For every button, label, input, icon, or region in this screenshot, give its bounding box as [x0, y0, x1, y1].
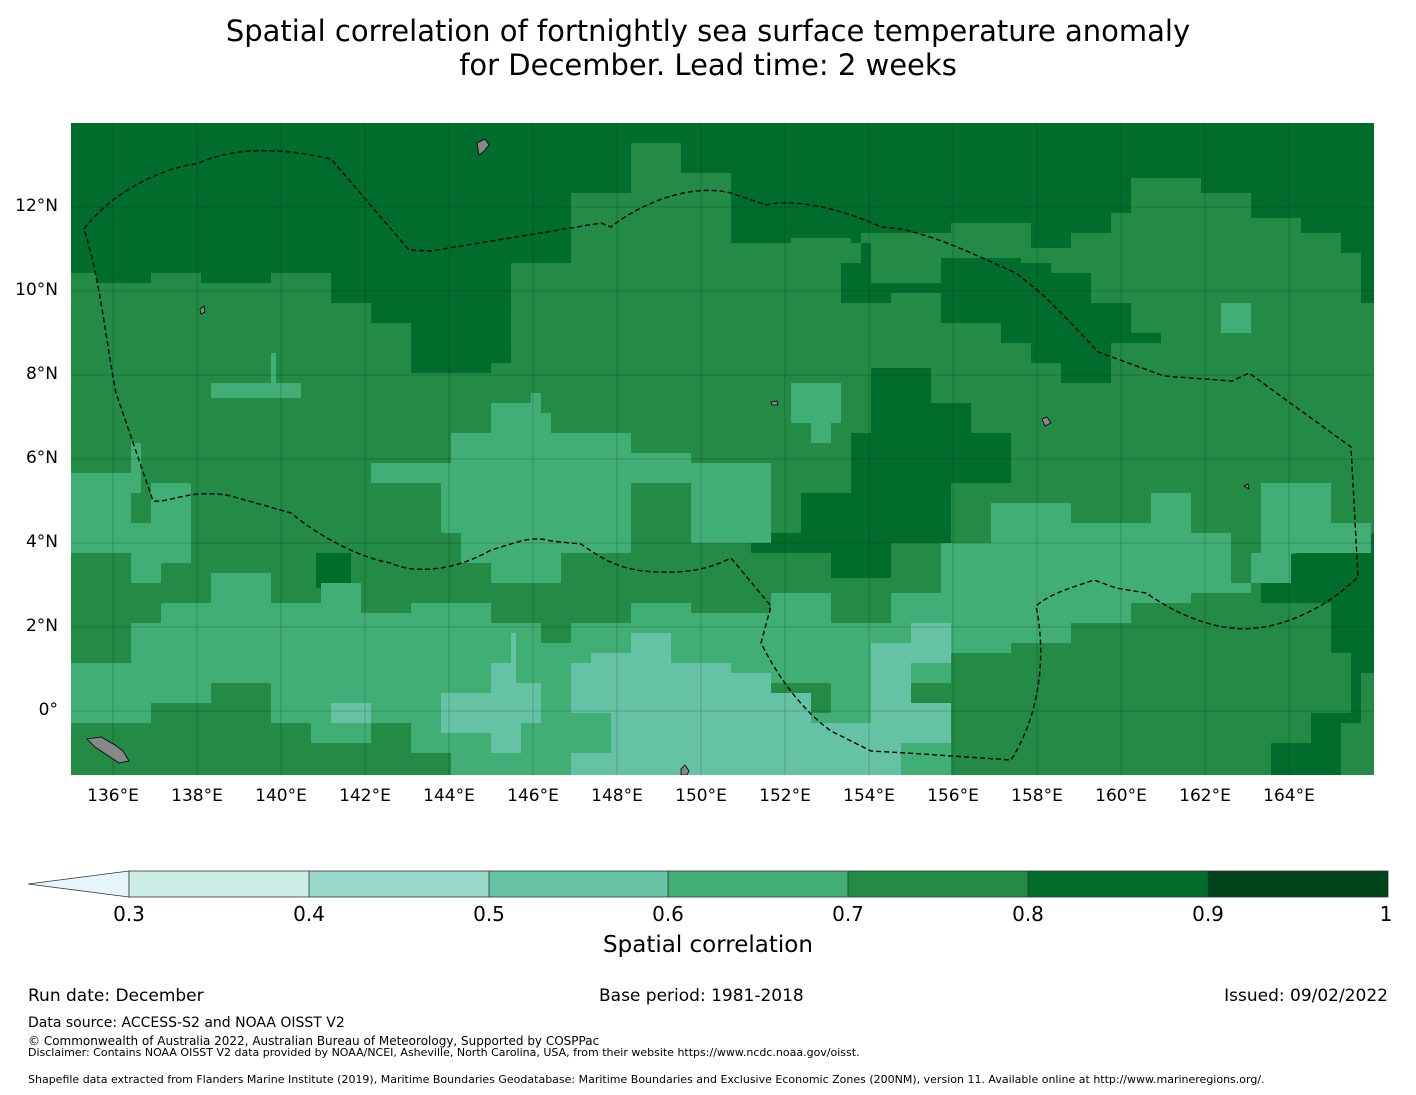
colorbar-tick-0.7: 0.7: [832, 902, 864, 926]
lon-tick-160e: 160°E: [1095, 786, 1147, 806]
lat-tick-12n: 12°N: [15, 196, 58, 216]
colorbar-tick-0.3: 0.3: [113, 902, 145, 926]
lat-tick-10n: 10°N: [15, 280, 58, 300]
region-0.8-0.9-north: [71, 123, 1374, 383]
lon-tick-162e: 162°E: [1179, 786, 1231, 806]
colorbar-segment-0.7-0.8: [848, 871, 1028, 897]
lon-tick-144e: 144°E: [423, 786, 475, 806]
colorbar-tick-1: 1: [1379, 902, 1393, 926]
lon-tick-146e: 146°E: [507, 786, 559, 806]
pohnpei-island: [1041, 416, 1052, 427]
region-0.8-0.9-small: [316, 553, 351, 588]
colorbar-extend-arrow: [28, 870, 130, 898]
lat-tick-8n: 8°N: [25, 364, 58, 384]
correlation-map: [71, 123, 1374, 775]
land-masses: [86, 138, 1250, 775]
region-0.6-0.7-ne: [1221, 303, 1251, 333]
colorbar-segment-0.5-0.6: [489, 871, 668, 897]
colorbar-tick-0.8: 0.8: [1012, 902, 1044, 926]
disclaimer: Disclaimer: Contains NOAA OISST V2 data …: [28, 1046, 860, 1059]
lon-tick-142e: 142°E: [339, 786, 391, 806]
new-ireland-coast: [680, 764, 690, 775]
title-line-2: for December. Lead time: 2 weeks: [459, 48, 957, 82]
yap-island: [199, 305, 206, 315]
copyright: © Commonwealth of Australia 2022, Austra…: [28, 1034, 600, 1048]
lon-tick-152e: 152°E: [759, 786, 811, 806]
region-0.5-0.6-central: [571, 633, 851, 775]
data-source: Data source: ACCESS-S2 and NOAA OISST V2: [28, 1015, 345, 1031]
colorbar-segment-0.4-0.5: [309, 871, 489, 897]
chart-title: Spatial correlation of fortnightly sea s…: [0, 14, 1416, 82]
region-0.5-0.6-patch: [331, 703, 371, 723]
colorbar-segment-0.9-1: [1208, 871, 1388, 897]
region-0.5-0.6-east: [851, 623, 951, 775]
lon-tick-154e: 154°E: [843, 786, 895, 806]
issued-date: Issued: 09/02/2022: [1224, 986, 1388, 1006]
colorbar-segment-0.6-0.7: [668, 871, 848, 897]
region-0.6-0.7-east: [771, 483, 1371, 775]
colorbar-tick-0.9: 0.9: [1192, 902, 1224, 926]
eez-boundaries: [83, 150, 1359, 761]
lat-tick-2n: 2°N: [25, 616, 58, 636]
base-period: Base period: 1981-2018: [599, 986, 804, 1006]
lon-tick-158e: 158°E: [1011, 786, 1063, 806]
region-0.8-0.9-central: [751, 368, 1011, 578]
region-0.6-0.7-west: [71, 443, 191, 583]
lon-tick-150e: 150°E: [675, 786, 727, 806]
lon-tick-138e: 138°E: [171, 786, 223, 806]
title-line-1: Spatial correlation of fortnightly sea s…: [225, 14, 1191, 48]
lon-tick-156e: 156°E: [927, 786, 979, 806]
region-0.6-0.7-nw: [211, 353, 301, 398]
map-canvas: [71, 123, 1374, 775]
lat-tick-0: 0°: [38, 700, 58, 720]
colorbar-segment-0.8-0.9: [1028, 871, 1208, 897]
kosrae-island: [1243, 483, 1250, 490]
colorbar-outline: [128, 870, 1389, 898]
lat-tick-4n: 4°N: [25, 532, 58, 552]
lat-tick-6n: 6°N: [25, 448, 58, 468]
lon-tick-140e: 140°E: [255, 786, 307, 806]
lon-tick-136e: 136°E: [87, 786, 139, 806]
run-date: Run date: December: [28, 986, 204, 1006]
guam-island: [476, 138, 490, 156]
lon-tick-164e: 164°E: [1263, 786, 1315, 806]
colorbar-label: Spatial correlation: [603, 932, 813, 958]
region-0.5-0.6-west: [441, 633, 541, 753]
graticule: [71, 123, 1374, 775]
colorbar-tick-0.4: 0.4: [293, 902, 325, 926]
colorbar-segment-0.3-0.4: [129, 871, 309, 897]
chuuk-island: [770, 400, 779, 406]
colorbar: [28, 870, 1389, 898]
region-0.8-0.9-east: [1261, 533, 1374, 775]
region-0.6-0.7-spot: [791, 383, 841, 423]
colorbar-tick-0.6: 0.6: [652, 902, 684, 926]
lon-tick-148e: 148°E: [591, 786, 643, 806]
colorbar-tick-0.5: 0.5: [473, 902, 505, 926]
eez-fsm-palau-png: [83, 150, 1359, 761]
shapefile-credit: Shapefile data extracted from Flanders M…: [28, 1073, 1265, 1086]
new-guinea-coast: [86, 736, 130, 764]
